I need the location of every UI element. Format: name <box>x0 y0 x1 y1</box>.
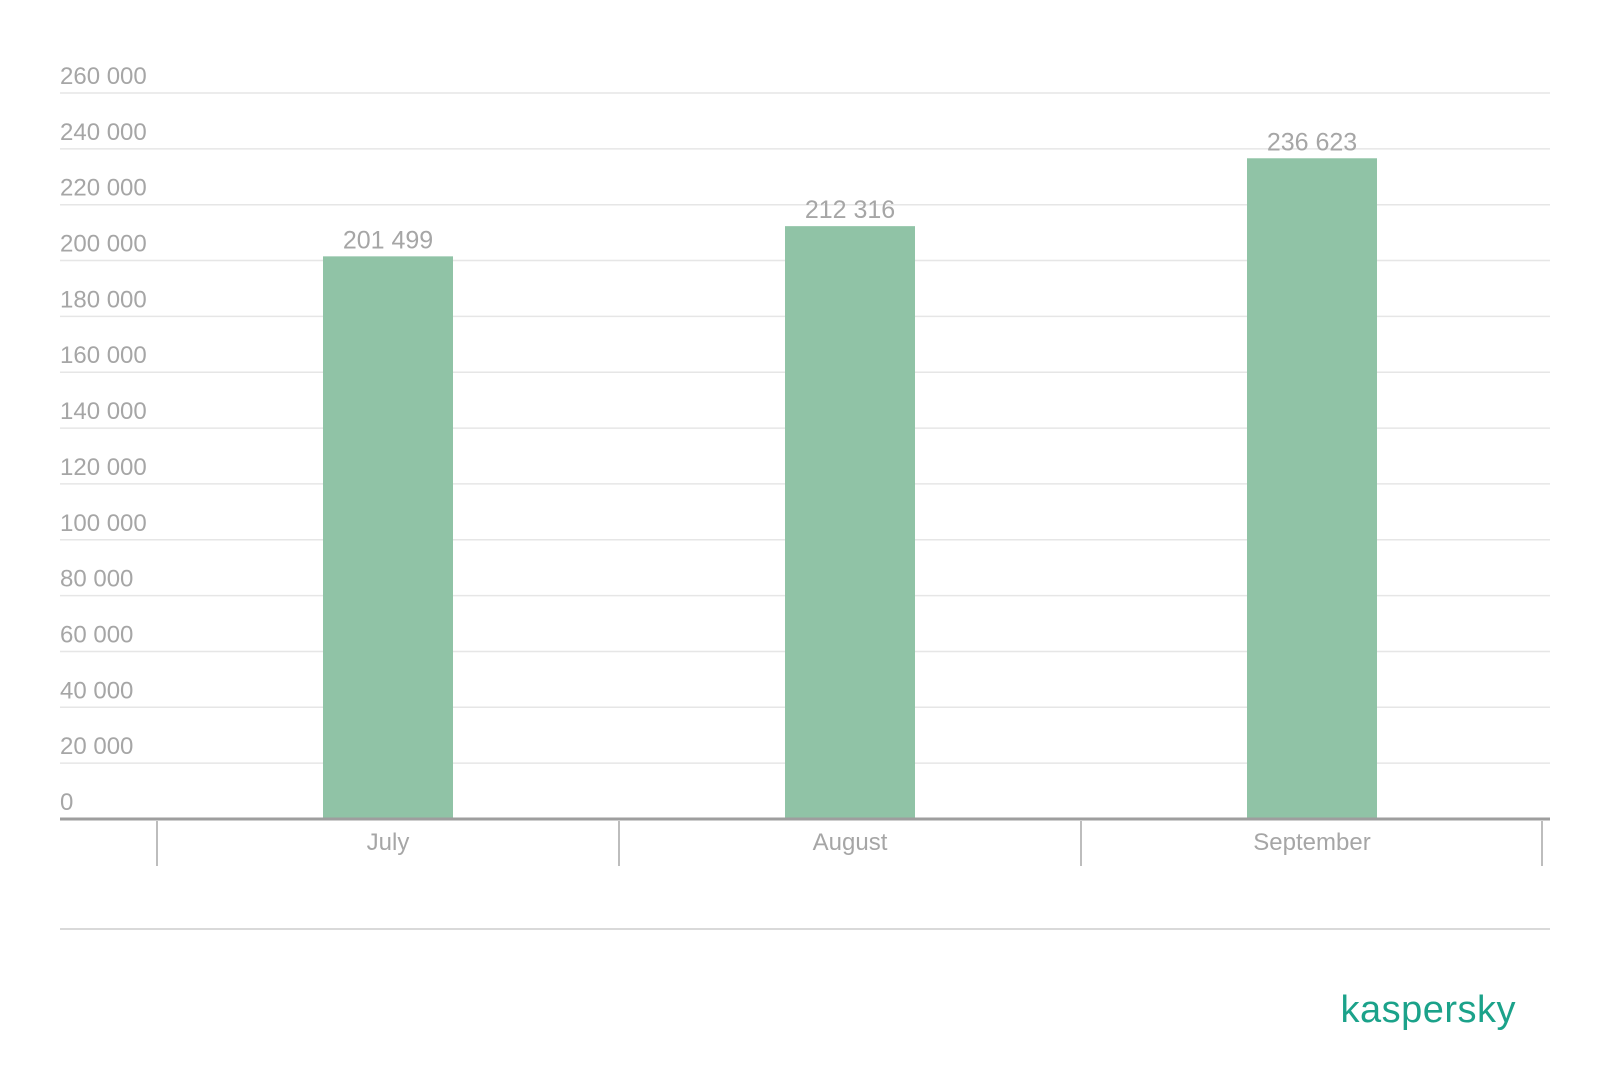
y-tick-label: 60 000 <box>60 621 133 648</box>
y-tick-label: 240 000 <box>60 119 147 146</box>
data-label: 201 499 <box>343 226 433 254</box>
y-tick-label: 220 000 <box>60 175 147 202</box>
x-tick-label: July <box>367 829 410 856</box>
x-tick-label: August <box>813 829 888 856</box>
y-tick-label: 200 000 <box>60 231 147 258</box>
y-tick-label: 260 000 <box>60 63 147 90</box>
y-tick-label: 140 000 <box>60 398 147 425</box>
bar-september <box>1247 158 1377 820</box>
data-labels: 201 499 212 316 236 623 <box>343 128 1357 254</box>
data-label: 236 623 <box>1267 128 1357 156</box>
y-tick-label: 100 000 <box>60 510 147 537</box>
y-tick-label: 80 000 <box>60 566 133 593</box>
y-tick-label: 0 <box>60 789 73 816</box>
y-tick-label: 180 000 <box>60 286 147 313</box>
x-axis: July August September <box>156 821 1543 866</box>
y-tick-label: 160 000 <box>60 342 147 369</box>
bars <box>323 158 1377 820</box>
bar-july <box>323 256 453 819</box>
bar-august <box>785 226 915 819</box>
y-axis-tick-labels: 0 20 000 40 000 60 000 80 000 100 000 120 000 1… <box>60 63 147 816</box>
y-tick-label: 40 000 <box>60 677 133 704</box>
x-tick-label: September <box>1253 829 1370 856</box>
data-label: 212 316 <box>805 196 895 224</box>
y-tick-label: 20 000 <box>60 733 133 760</box>
kaspersky-logo: kaspersky <box>1340 989 1516 1031</box>
y-tick-label: 120 000 <box>60 454 147 481</box>
